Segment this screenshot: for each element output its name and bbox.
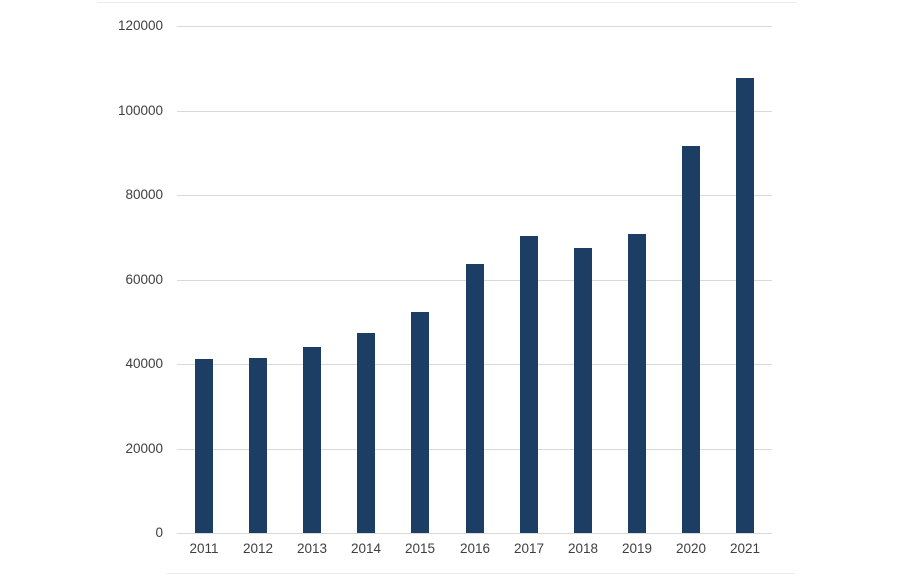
bar-2011 [195,359,213,533]
bar-2015 [411,312,429,533]
x-tick-label-2014: 2014 [350,541,382,556]
x-tick-label-2017: 2017 [513,541,545,556]
x-tick-label-2018: 2018 [567,541,599,556]
gridline-100000 [177,111,772,112]
bar-2019 [628,234,646,533]
y-tick-label-60000: 60000 [125,272,163,287]
x-tick-label-2020: 2020 [675,541,707,556]
x-tick-label-2015: 2015 [404,541,436,556]
chart-frame-bottom-border [167,573,795,574]
x-tick-label-2021: 2021 [729,541,761,556]
bar-2021 [736,78,754,533]
y-tick-label-100000: 100000 [117,103,163,118]
gridline-120000 [177,26,772,27]
plot-area [177,26,772,534]
bar-2018 [574,248,592,533]
bar-2013 [303,347,321,533]
x-tick-label-2013: 2013 [296,541,328,556]
x-tick-label-2019: 2019 [621,541,653,556]
x-tick-label-2011: 2011 [189,541,219,556]
x-tick-label-2012: 2012 [242,541,274,556]
y-tick-label-0: 0 [155,525,163,540]
bar-2012 [249,358,267,533]
y-tick-label-40000: 40000 [125,356,163,371]
bar-2014 [357,333,375,533]
y-tick-label-80000: 80000 [125,187,163,202]
bar-2020 [682,146,700,533]
gridline-80000 [177,195,772,196]
bar-2016 [466,264,484,533]
y-tick-label-20000: 20000 [125,441,163,456]
y-axis-tick-labels: 0 20000 40000 60000 80000 100000 120000 [0,0,163,577]
bar-2017 [520,236,538,533]
x-axis-line [177,533,772,534]
y-tick-label-120000: 120000 [117,18,163,33]
x-tick-label-2016: 2016 [459,541,491,556]
chart-frame-top-border [97,2,797,3]
